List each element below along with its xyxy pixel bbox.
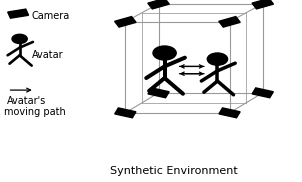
Text: Camera: Camera xyxy=(32,11,70,21)
Text: moving path: moving path xyxy=(4,107,65,117)
Circle shape xyxy=(207,53,228,65)
Polygon shape xyxy=(115,108,136,118)
Polygon shape xyxy=(219,108,240,118)
Polygon shape xyxy=(148,0,169,9)
Text: Avatar: Avatar xyxy=(32,50,63,60)
Circle shape xyxy=(12,34,27,43)
Polygon shape xyxy=(148,88,169,98)
Text: Synthetic Environment: Synthetic Environment xyxy=(110,166,238,176)
Polygon shape xyxy=(8,9,28,18)
Polygon shape xyxy=(115,17,136,27)
Text: Avatar's: Avatar's xyxy=(7,96,46,106)
Circle shape xyxy=(153,46,176,60)
Polygon shape xyxy=(252,0,273,9)
Polygon shape xyxy=(252,88,273,98)
Polygon shape xyxy=(219,17,240,27)
